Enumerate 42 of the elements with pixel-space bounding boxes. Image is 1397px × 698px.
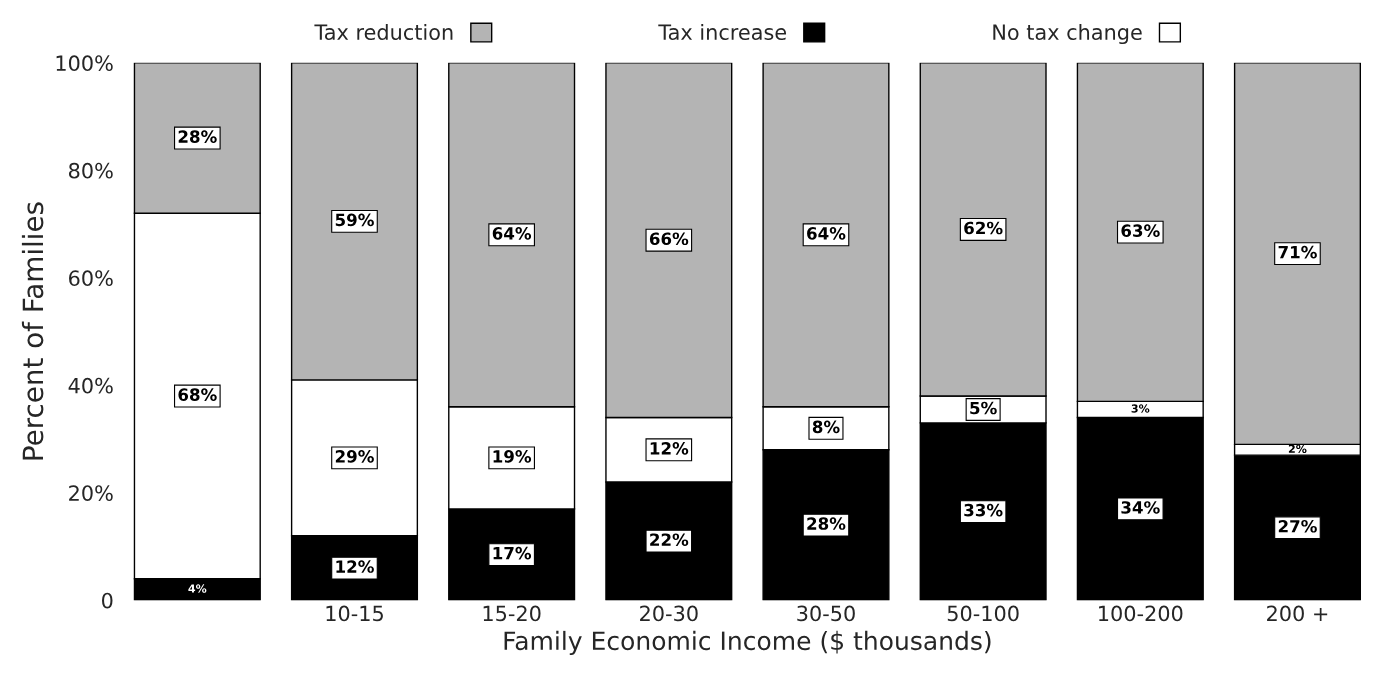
y-tick-label: 20% [69, 485, 113, 501]
x-tick-label: 100-200 [1099, 605, 1183, 622]
data-label: 4% [188, 584, 207, 593]
y-tick-label: 0 [102, 592, 113, 609]
data-label: 68% [178, 388, 217, 401]
legend-label: Tax increase [658, 23, 787, 41]
data-label: 28% [807, 517, 846, 530]
x-tick-label: 50-100 [947, 605, 1019, 622]
data-label: 62% [964, 221, 1003, 235]
data-label: 22% [650, 533, 689, 546]
x-tick-label: 10-15 [326, 605, 383, 622]
data-label: 19% [493, 450, 532, 463]
data-label: 71% [1278, 245, 1317, 259]
y-tick-label: 80% [68, 162, 113, 179]
y-axis-title: Percent of Families [21, 202, 44, 460]
x-axis-title: Family Economic Income ($ thousands) [504, 630, 991, 656]
x-tick-label: 200 + [1267, 605, 1328, 622]
data-label: 12% [336, 560, 374, 573]
data-label: 64% [807, 227, 846, 240]
y-tick-label: 60% [69, 270, 113, 287]
y-tick-label: 40% [68, 377, 113, 394]
data-label: 3% [1131, 404, 1150, 413]
legend-label: Tax reduction [314, 23, 453, 41]
data-label: 29% [335, 450, 374, 463]
data-label: 27% [1278, 519, 1317, 533]
data-label: 28% [178, 130, 217, 143]
y-tick-label: 100% [56, 55, 113, 72]
data-label: 2% [1288, 444, 1307, 454]
data-label: 66% [649, 232, 689, 246]
data-label: 59% [335, 213, 374, 227]
data-label: 63% [1121, 224, 1160, 237]
data-label: 17% [493, 546, 532, 560]
x-tick-label: 15-20 [483, 605, 541, 622]
data-label: 8% [812, 420, 840, 434]
data-label: 12% [650, 442, 689, 455]
x-tick-label: 20-30 [640, 605, 698, 622]
x-tick-label: 30-50 [797, 605, 855, 622]
data-label: 5% [970, 401, 997, 415]
legend-label: No tax change [993, 23, 1142, 45]
data-label: 33% [964, 503, 1003, 517]
data-label: 34% [1121, 501, 1160, 514]
data-label: 64% [492, 227, 532, 240]
